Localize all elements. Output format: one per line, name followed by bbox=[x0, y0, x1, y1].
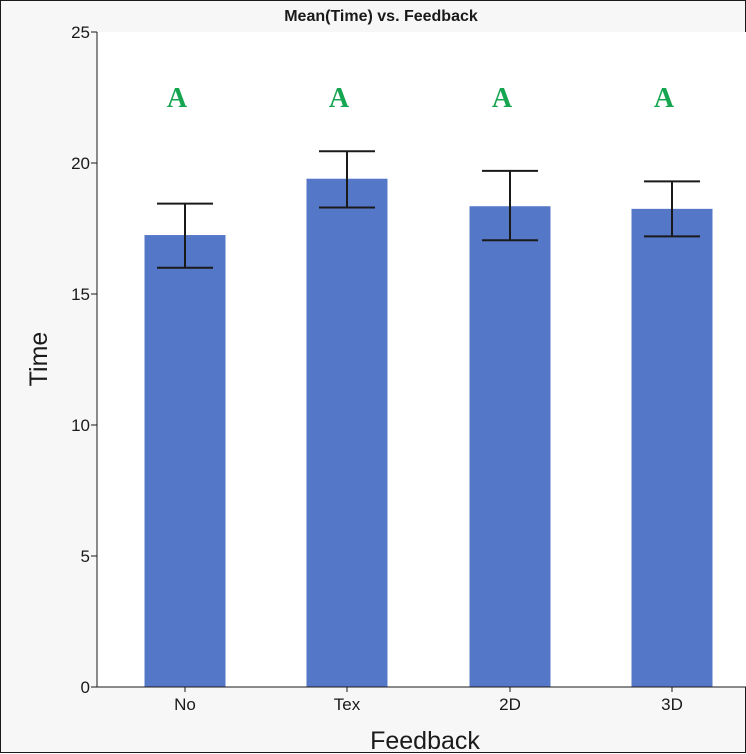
y-tick-label-15: 15 bbox=[71, 285, 90, 304]
y-tick-label-20: 20 bbox=[71, 154, 90, 173]
group-letter-no: A bbox=[167, 83, 188, 114]
y-tick-label-25: 25 bbox=[71, 23, 90, 42]
bars-layer bbox=[144, 178, 713, 688]
bar-tex bbox=[306, 178, 388, 687]
y-tick-label-0: 0 bbox=[81, 678, 90, 697]
chart-title: Mean(Time) vs. Feedback bbox=[284, 8, 478, 25]
x-axis-ticks: No Tex 2D 3D bbox=[174, 687, 683, 714]
x-tick-label-no: No bbox=[174, 695, 196, 714]
group-letter-tex: A bbox=[329, 83, 350, 114]
x-tick-label-2d: 2D bbox=[499, 695, 521, 714]
error-bars-layer bbox=[157, 150, 700, 269]
bar-no bbox=[144, 235, 226, 688]
y-tick-label-10: 10 bbox=[71, 416, 90, 435]
x-tick-label-3d: 3D bbox=[661, 695, 683, 714]
group-letter-3d: A bbox=[654, 83, 675, 114]
y-axis-title: Time bbox=[25, 332, 53, 387]
bar-2d bbox=[469, 206, 551, 688]
y-tick-label-5: 5 bbox=[81, 547, 90, 566]
group-letter-2d: A bbox=[492, 83, 513, 114]
y-axis-ticks: 0 5 10 15 20 25 bbox=[71, 23, 97, 697]
x-tick-label-tex: Tex bbox=[334, 695, 361, 714]
bar-3d bbox=[631, 208, 713, 687]
x-axis-title: Feedback bbox=[370, 727, 480, 754]
